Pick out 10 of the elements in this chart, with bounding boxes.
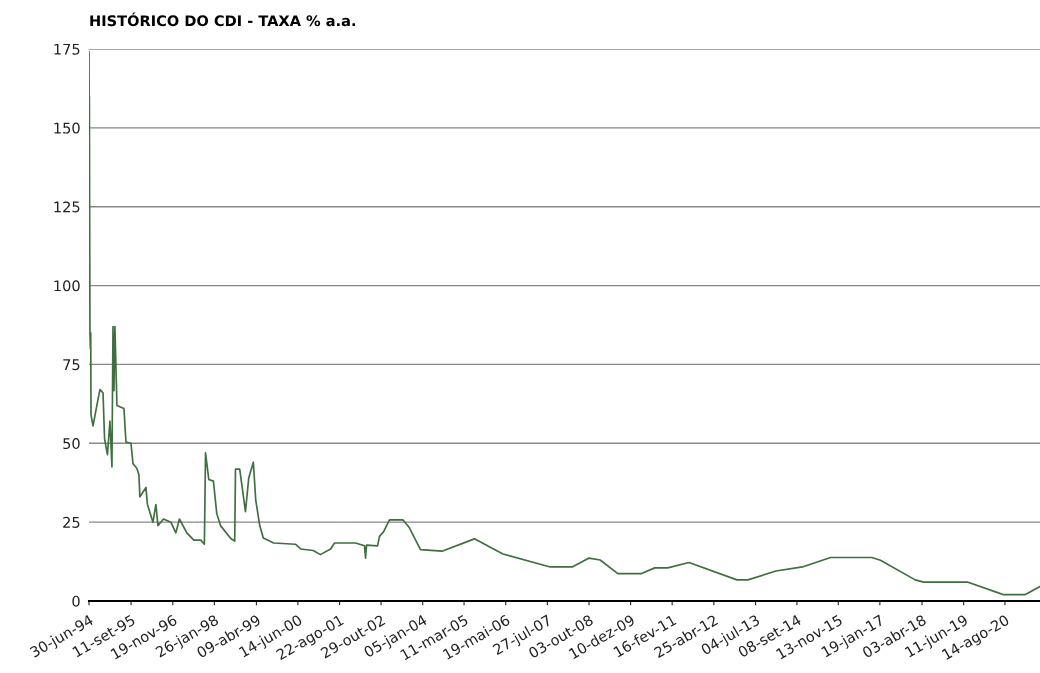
y-tick-label: 25	[63, 516, 80, 528]
y-tick-label: 0	[72, 595, 80, 607]
y-tick-label: 125	[54, 201, 80, 213]
y-tick-label: 50	[63, 438, 80, 450]
y-tick-label: 75	[63, 359, 80, 371]
y-tick-label: 150	[54, 122, 80, 134]
line-series	[89, 51, 1040, 596]
y-tick-label: 175	[54, 43, 80, 55]
chart-title: HISTÓRICO DO CDI - TAXA % a.a.	[90, 12, 356, 27]
y-tick-label: 100	[54, 280, 80, 292]
